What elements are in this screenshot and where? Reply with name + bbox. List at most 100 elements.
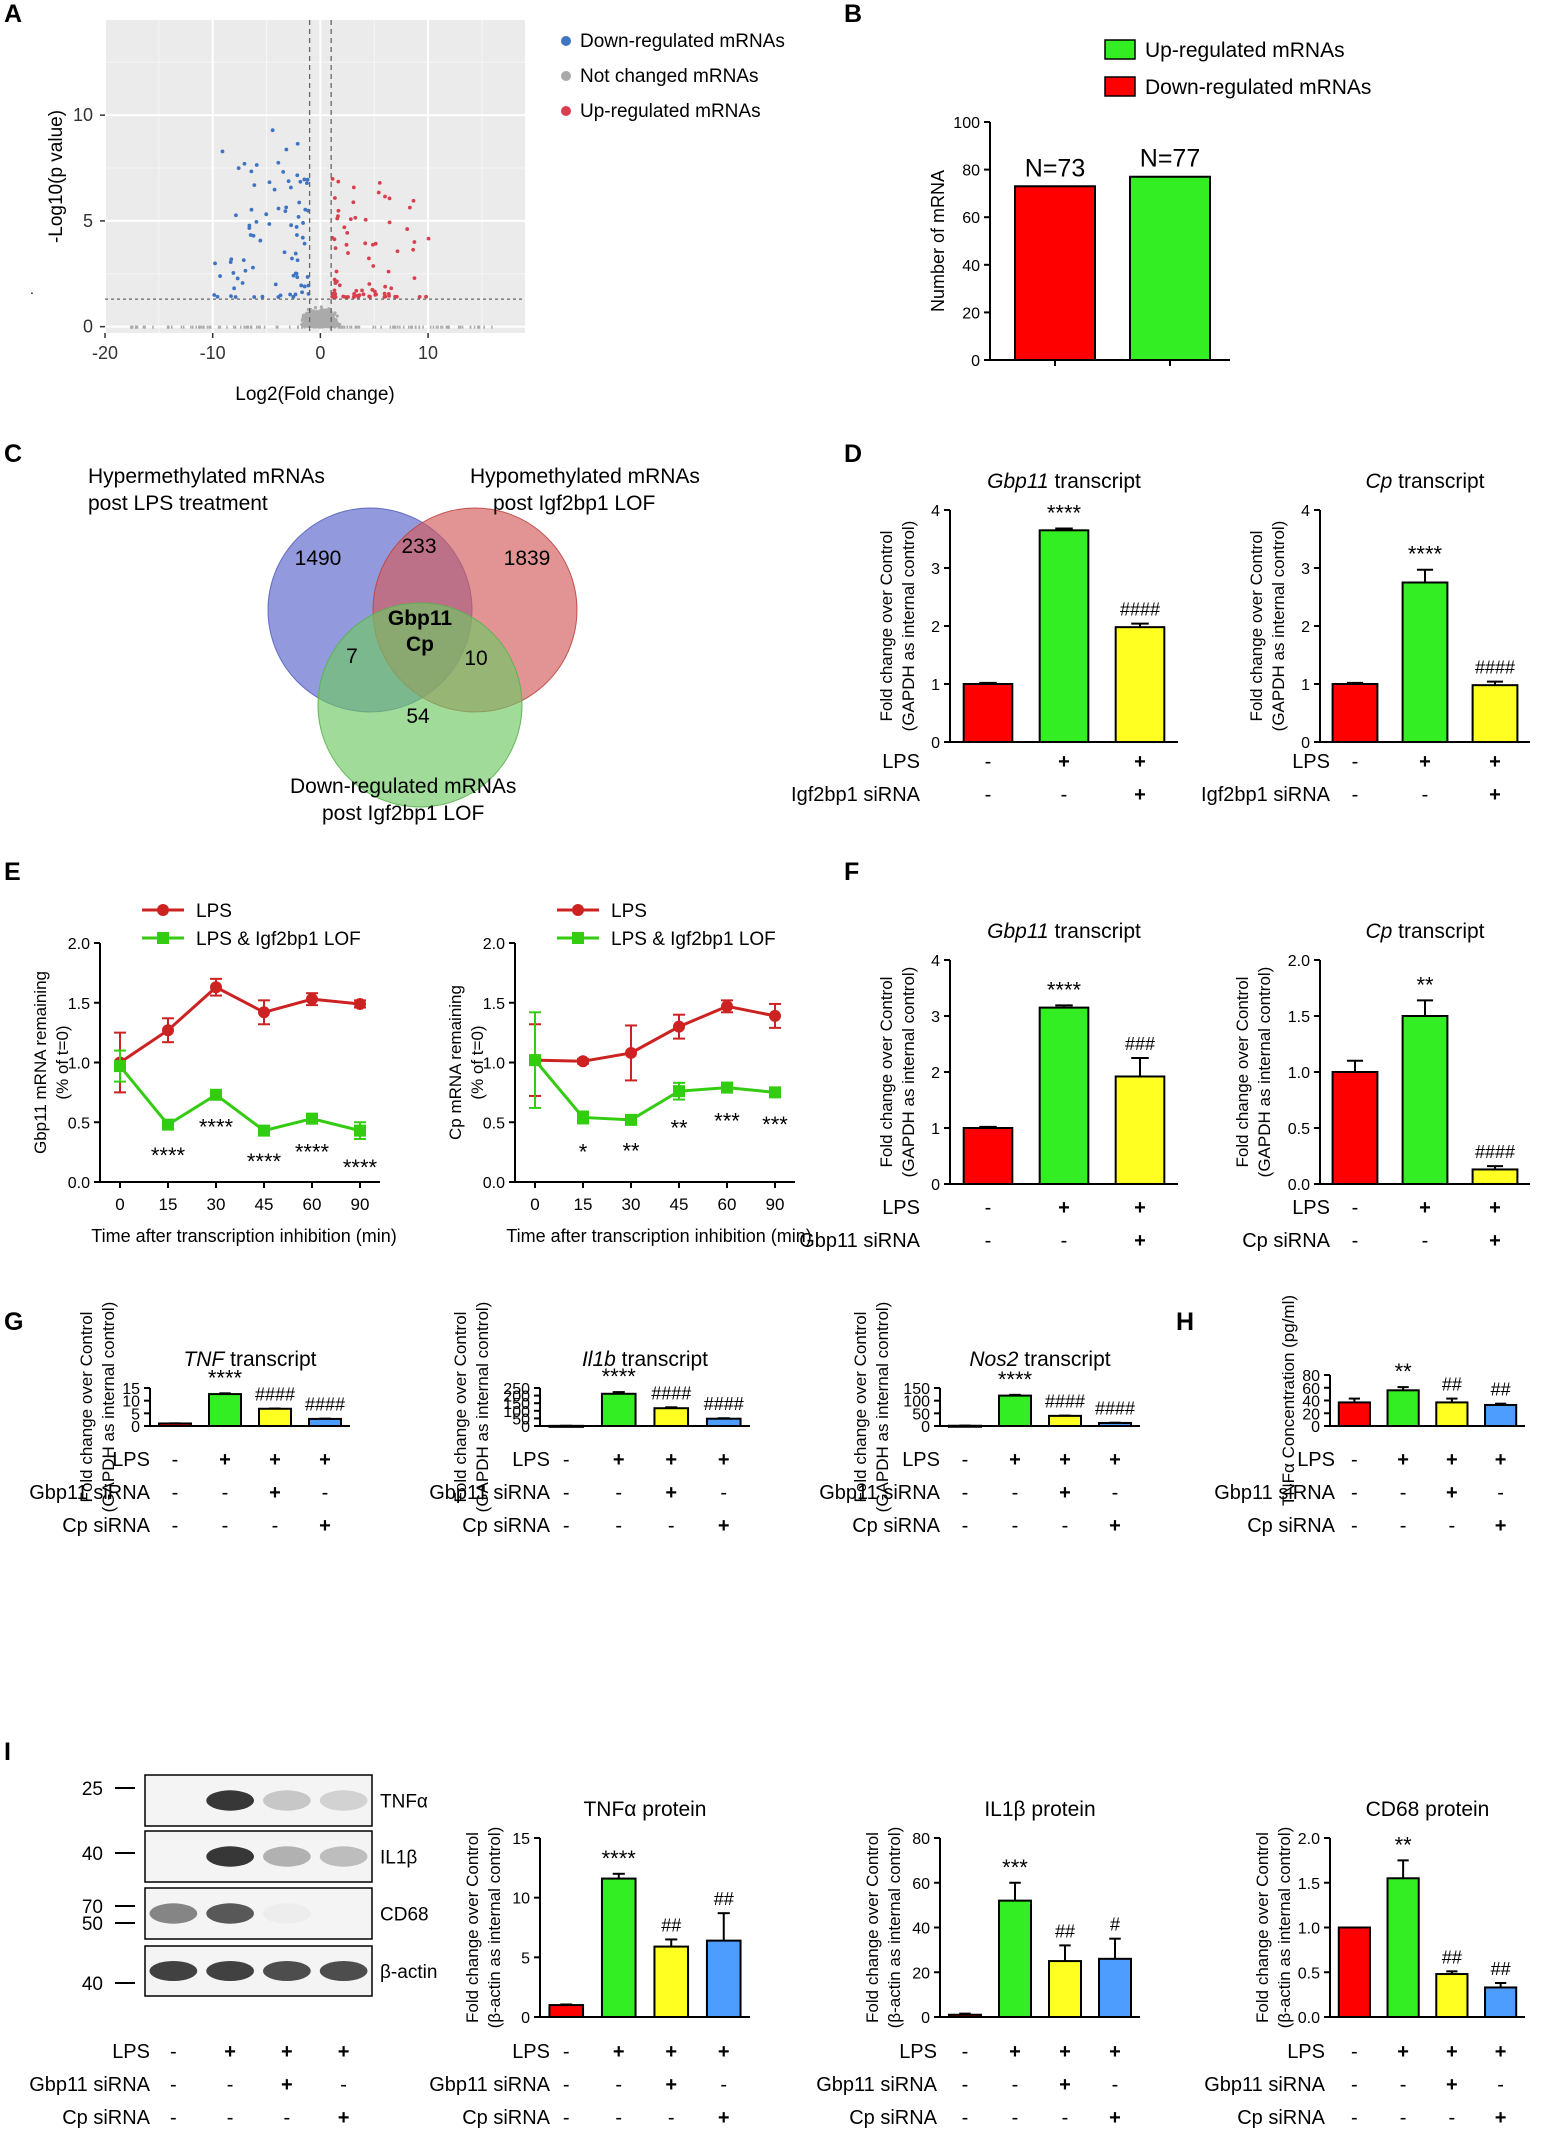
point-up-regulated [361,292,366,297]
point-down-regulated [258,238,263,243]
significance-mark: ## [1442,1375,1462,1395]
condition-label: LPS [1292,751,1330,773]
y-tick-label: 0.5 [68,1115,90,1132]
y-tick-label: 0.0 [68,1175,90,1192]
blot-band [263,1846,311,1867]
point-not-changed [437,325,439,329]
point-not-changed [337,325,340,329]
point-down-regulated [215,294,220,299]
y-tick-label: 1 [931,677,940,694]
point-up-regulated [373,241,378,246]
bar [1331,683,1379,743]
condition-sign: + [1134,1230,1146,1252]
condition-sign: - [563,1515,570,1537]
y-tick-label: 0 [921,1419,930,1436]
condition-label: Cp siRNA [462,1515,550,1537]
significance-mark: **** [343,1155,378,1180]
point-up-regulated [345,230,350,235]
point-not-changed [198,325,200,329]
series-point [673,1085,685,1098]
significance-mark: ### [1125,1034,1155,1054]
point-not-changed [304,325,306,329]
point-down-regulated [278,293,283,298]
chart-title-text: transcript [1049,920,1141,943]
significance-mark: *** [762,1112,788,1137]
condition-label: LPS [902,1449,940,1471]
point-down-regulated [251,233,256,238]
series-point [769,1086,781,1099]
significance-mark: **** [1047,977,1082,1002]
y-axis-label: -Log10(p value) [46,110,67,243]
point-not-changed [131,325,134,329]
point-not-changed [246,325,248,329]
point-down-regulated [220,149,225,154]
condition-sign: - [1012,1515,1019,1537]
point-down-regulated [264,212,269,217]
point-up-regulated [426,236,431,241]
chart-title-text: TNFα protein [583,1798,706,1821]
point-not-changed [144,325,146,329]
bar [258,1407,292,1427]
point-not-changed [217,325,220,329]
point-down-regulated [291,273,296,278]
point-not-changed [440,325,442,329]
point-up-regulated [336,208,341,213]
y-tick-label: 1 [1301,677,1310,694]
point-down-regulated [295,173,300,178]
point-up-regulated [417,294,422,299]
series-point [210,1088,222,1101]
significance-mark: #### [1045,1392,1085,1412]
point-up-regulated [373,292,378,297]
point-down-regulated [293,292,298,297]
point-not-changed [329,325,331,329]
y-tick-label: 4 [931,503,940,520]
point-not-changed [209,325,212,329]
point-not-changed [219,325,222,329]
y-tick-label: 0 [931,1177,940,1194]
point-down-regulated [251,265,255,270]
blot-band [149,1961,198,1981]
point-not-changed [407,325,410,329]
point-up-regulated [411,198,416,203]
series-point [114,1060,126,1073]
point-not-changed [389,325,392,329]
point-up-regulated [424,294,428,299]
chart-title-text: transcript [1392,920,1484,943]
blot-band [263,1961,311,1981]
significance-mark: # [1110,1915,1120,1935]
condition-sign: - [222,1515,229,1537]
y-tick-label: 5 [521,1950,530,1967]
condition-sign: - [1351,1449,1358,1471]
bar [1471,1168,1519,1185]
chart-title-text: transcript [1049,470,1141,493]
point-down-regulated [299,283,304,288]
condition-label: Cp siRNA [1237,2107,1325,2129]
point-down-regulated [295,233,299,237]
point-down-regulated [293,251,298,256]
chart-title-italic: TNF [183,1348,225,1371]
point-up-regulated [333,196,337,200]
y-axis-label: (GAPDH as internal control) [899,521,918,732]
point-not-changed [257,325,260,329]
point-up-regulated [363,217,368,222]
y-tick-label: 1 [931,1121,940,1138]
y-axis-label: Fold change over Control [1253,1832,1272,2023]
condition-sign: - [272,1515,279,1537]
y-axis-label: (β-actin as internal control) [885,1827,904,2029]
point-not-changed [243,325,245,329]
point-not-changed [334,325,336,329]
panel-letter-f: F [844,858,859,886]
legend-label: Not changed mRNAs [580,66,758,87]
point-up-regulated [354,288,359,293]
condition-sign: - [563,2074,570,2096]
condition-sign: - [615,1482,622,1504]
condition-label: LPS [112,2041,150,2063]
venn-label: post LPS treatment [88,492,268,515]
condition-sign: - [563,2107,570,2129]
point-down-regulated [242,161,247,166]
point-up-regulated [337,283,342,288]
chart-title-italic: Cp [1365,920,1392,943]
